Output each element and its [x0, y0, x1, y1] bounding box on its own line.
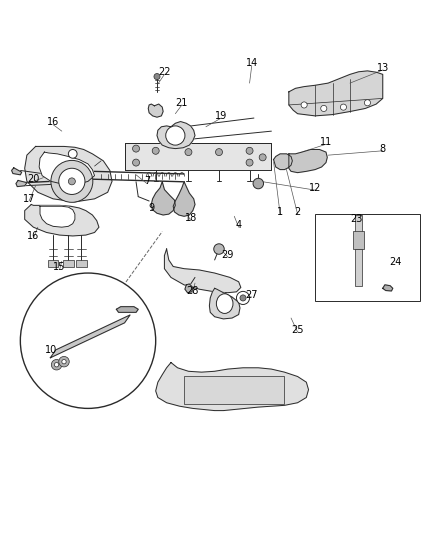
- Circle shape: [133, 159, 140, 166]
- Circle shape: [246, 159, 253, 166]
- Polygon shape: [16, 181, 27, 187]
- Circle shape: [340, 104, 346, 110]
- Text: 23: 23: [350, 214, 363, 224]
- Text: 1: 1: [277, 207, 283, 217]
- Text: 29: 29: [222, 250, 234, 260]
- Bar: [355, 249, 362, 286]
- Text: 15: 15: [53, 262, 66, 272]
- Bar: [125, 143, 272, 171]
- Polygon shape: [155, 362, 308, 410]
- Text: 22: 22: [158, 67, 171, 77]
- Bar: [48, 260, 58, 266]
- Bar: [315, 214, 420, 302]
- Text: 16: 16: [47, 117, 59, 127]
- Text: 11: 11: [320, 137, 332, 147]
- Text: 10: 10: [45, 345, 57, 356]
- Circle shape: [240, 295, 246, 301]
- Circle shape: [185, 149, 192, 156]
- Polygon shape: [289, 71, 383, 116]
- Circle shape: [54, 362, 59, 367]
- Polygon shape: [274, 154, 292, 169]
- Circle shape: [154, 74, 160, 79]
- Text: 8: 8: [380, 143, 386, 154]
- Circle shape: [301, 102, 307, 108]
- Polygon shape: [117, 306, 138, 312]
- Circle shape: [253, 179, 264, 189]
- Circle shape: [321, 106, 327, 111]
- Bar: [63, 260, 74, 266]
- Text: 28: 28: [187, 286, 199, 295]
- Text: 18: 18: [184, 214, 197, 223]
- Polygon shape: [50, 315, 130, 358]
- Polygon shape: [25, 205, 99, 236]
- Text: 12: 12: [309, 183, 321, 193]
- Bar: [353, 231, 364, 249]
- Polygon shape: [209, 288, 240, 319]
- Circle shape: [259, 154, 266, 161]
- Polygon shape: [25, 147, 112, 202]
- Text: 16: 16: [27, 231, 39, 241]
- Text: 9: 9: [148, 203, 154, 213]
- Polygon shape: [40, 206, 75, 227]
- Circle shape: [133, 145, 140, 152]
- Polygon shape: [289, 149, 327, 173]
- Circle shape: [237, 292, 250, 304]
- Text: 14: 14: [246, 59, 258, 68]
- Bar: [76, 260, 87, 266]
- Text: 21: 21: [176, 98, 188, 108]
- Polygon shape: [383, 285, 393, 291]
- Text: 4: 4: [236, 220, 242, 230]
- Bar: [355, 215, 362, 231]
- Circle shape: [152, 147, 159, 154]
- Text: 7: 7: [144, 176, 150, 187]
- Polygon shape: [39, 152, 95, 184]
- Circle shape: [215, 149, 223, 156]
- Text: 20: 20: [27, 174, 39, 184]
- Polygon shape: [173, 182, 195, 216]
- Circle shape: [68, 149, 77, 158]
- Circle shape: [20, 273, 155, 408]
- Circle shape: [51, 160, 93, 203]
- Bar: [184, 376, 285, 404]
- Polygon shape: [164, 249, 241, 293]
- Circle shape: [166, 126, 185, 145]
- Polygon shape: [157, 122, 195, 149]
- Polygon shape: [12, 168, 21, 175]
- Text: 2: 2: [294, 207, 301, 217]
- Ellipse shape: [216, 294, 233, 313]
- Text: 19: 19: [215, 111, 227, 121]
- Circle shape: [68, 178, 75, 185]
- Text: 17: 17: [23, 194, 35, 204]
- Circle shape: [246, 147, 253, 154]
- Text: 24: 24: [390, 257, 402, 267]
- Polygon shape: [185, 284, 193, 293]
- Polygon shape: [148, 104, 163, 117]
- Circle shape: [214, 244, 224, 254]
- Circle shape: [51, 359, 62, 370]
- Circle shape: [62, 359, 66, 364]
- Circle shape: [59, 357, 69, 367]
- Circle shape: [364, 100, 371, 106]
- Text: 13: 13: [377, 63, 389, 73]
- Text: 27: 27: [245, 290, 258, 300]
- Polygon shape: [151, 182, 175, 215]
- Text: 25: 25: [291, 325, 304, 335]
- Circle shape: [59, 168, 85, 195]
